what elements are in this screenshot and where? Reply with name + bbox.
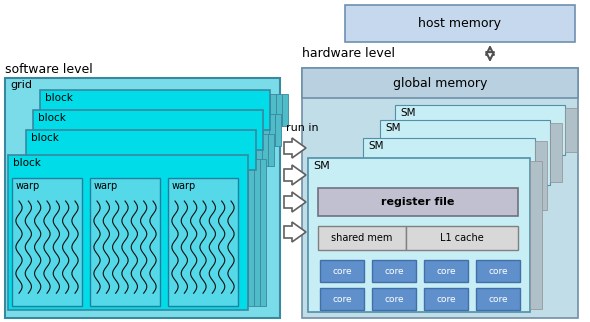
Bar [270, 94, 276, 126]
Text: SM: SM [385, 123, 401, 133]
Text: core: core [436, 295, 456, 304]
Bar [254, 159, 260, 306]
Bar [424, 288, 468, 310]
Text: core: core [488, 295, 508, 304]
Text: block: block [31, 133, 59, 143]
Bar [308, 158, 530, 312]
Text: run in: run in [286, 123, 319, 133]
Bar [372, 260, 416, 282]
Bar [33, 110, 263, 150]
Bar [8, 155, 248, 310]
Polygon shape [284, 138, 306, 158]
Bar [318, 226, 406, 250]
Bar [476, 288, 520, 310]
Bar [320, 288, 364, 310]
Bar [276, 94, 282, 126]
Bar [256, 134, 262, 166]
Text: core: core [436, 267, 456, 276]
Bar [565, 108, 577, 152]
Bar [363, 138, 535, 213]
Bar [168, 178, 238, 306]
Text: software level: software level [5, 63, 93, 76]
Bar [550, 123, 562, 182]
Text: warp: warp [16, 181, 40, 191]
Polygon shape [284, 165, 306, 185]
Bar [26, 130, 256, 170]
Bar [318, 188, 518, 216]
Text: block: block [45, 93, 73, 103]
Bar [269, 114, 275, 146]
Text: core: core [332, 267, 352, 276]
Bar [40, 90, 270, 130]
Text: SM: SM [400, 108, 415, 118]
Text: register file: register file [381, 197, 455, 207]
Bar [476, 260, 520, 282]
Bar [282, 94, 288, 126]
Bar [535, 141, 547, 210]
Polygon shape [284, 192, 306, 212]
Bar [263, 114, 269, 146]
Bar [5, 78, 280, 318]
Bar [90, 178, 160, 306]
Polygon shape [284, 222, 306, 242]
Bar [268, 134, 274, 166]
Bar [320, 260, 364, 282]
Bar [395, 105, 565, 155]
Bar [424, 260, 468, 282]
Text: block: block [13, 158, 41, 168]
Bar [260, 159, 266, 306]
Bar [406, 226, 518, 250]
Text: hardware level: hardware level [302, 46, 395, 60]
Text: SM: SM [368, 141, 384, 151]
Text: shared mem: shared mem [332, 233, 393, 243]
Bar [372, 288, 416, 310]
Bar [380, 120, 550, 185]
Text: SM: SM [313, 161, 330, 171]
Text: global memory: global memory [393, 77, 487, 90]
Text: core: core [488, 267, 508, 276]
Bar [275, 114, 281, 146]
Bar [262, 134, 268, 166]
Text: warp: warp [94, 181, 118, 191]
Text: warp: warp [172, 181, 196, 191]
Bar [302, 68, 578, 318]
Text: L1 cache: L1 cache [440, 233, 484, 243]
Text: host memory: host memory [418, 16, 502, 30]
Bar [302, 68, 578, 98]
Text: block: block [38, 113, 66, 123]
Text: core: core [384, 267, 404, 276]
Bar [12, 178, 82, 306]
Bar [530, 161, 542, 309]
Text: core: core [384, 295, 404, 304]
Text: core: core [332, 295, 352, 304]
Text: grid: grid [10, 80, 32, 90]
Bar [345, 5, 575, 42]
Bar [248, 159, 254, 306]
